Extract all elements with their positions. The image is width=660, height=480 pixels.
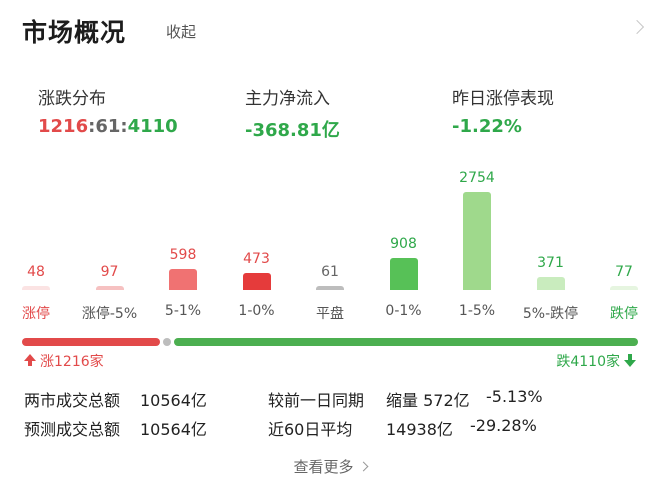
chart-category-label: 平盘 — [316, 306, 344, 322]
chart-bar — [610, 286, 638, 290]
arrow-down-icon — [624, 360, 636, 367]
avg-60d-pct: -29.28% — [470, 416, 537, 435]
total-turnover-label: 两市成交总额 — [24, 391, 121, 410]
down-count-label: 跌4110家 — [556, 354, 620, 370]
chart-bar — [95, 286, 124, 290]
main-inflow-label: 主力净流入 — [245, 89, 330, 109]
chart-bar-value: 2754 — [459, 170, 495, 186]
breadth-down-segment — [174, 338, 638, 346]
chart-category-label: 涨停 — [22, 306, 50, 322]
view-more-button[interactable]: 查看更多 — [0, 456, 660, 477]
chart-category-label: 5%-跌停 — [522, 306, 579, 322]
chart-bar-value: 908 — [390, 236, 417, 252]
arrow-up-icon — [28, 360, 32, 366]
chart-bar — [22, 286, 50, 290]
chart-bar — [536, 277, 565, 290]
distribution-sep: : — [120, 116, 128, 137]
prev-day-change: 缩量 572亿 — [386, 391, 470, 410]
breadth-up-segment — [22, 338, 160, 346]
chart-bar-value: 97 — [100, 264, 119, 280]
chart-bar-value: 371 — [537, 255, 564, 271]
chart-category-label: 涨停-5% — [81, 306, 138, 322]
chart-category-label: 1-0% — [238, 303, 275, 319]
chart-bar-value: 48 — [27, 264, 45, 280]
distribution-sep: : — [88, 116, 96, 137]
avg-60d-label: 近60日平均 — [268, 420, 353, 439]
up-count-label: 涨1216家 — [40, 354, 104, 370]
chart-bar — [169, 269, 197, 290]
distribution-flat: 61 — [95, 116, 121, 137]
chart-bar-value: 77 — [615, 264, 633, 280]
chart-category-label: 5-1% — [164, 303, 202, 319]
chevron-right-icon — [358, 461, 368, 472]
chart-bar — [463, 192, 491, 290]
forecast-turnover-value: 10564亿 — [140, 420, 207, 439]
distribution-up: 1216 — [38, 116, 89, 137]
page-title: 市场概况 — [22, 18, 127, 47]
chart-bar — [242, 273, 271, 290]
forecast-turnover-label: 预测成交总额 — [24, 420, 121, 439]
chart-bar-value: 61 — [321, 264, 339, 280]
view-more-label: 查看更多 — [293, 458, 354, 476]
main-inflow-value: -368.81亿 — [245, 120, 340, 141]
prev-day-pct: -5.13% — [486, 387, 543, 406]
limit-up-perf-label: 昨日涨停表现 — [452, 89, 554, 109]
collapse-button[interactable]: 收起 — [166, 23, 197, 41]
avg-60d-value: 14938亿 — [386, 420, 453, 439]
breadth-flat-segment — [163, 338, 171, 346]
chart-category-label: 跌停 — [610, 306, 638, 322]
chart-bar-value: 473 — [243, 251, 270, 267]
chart-bar — [389, 258, 418, 290]
chart-category-label: 0-1% — [385, 303, 422, 319]
total-turnover-value: 10564亿 — [140, 391, 207, 410]
distribution-down: 4110 — [127, 116, 178, 137]
arrow-up-icon — [24, 354, 36, 361]
chart-bar — [316, 286, 344, 290]
chevron-right-icon[interactable] — [629, 19, 645, 35]
distribution-value: 1216:61:4110 — [38, 116, 178, 137]
chart-category-label: 1-5% — [458, 303, 496, 319]
prev-day-label: 较前一日同期 — [268, 391, 365, 410]
arrow-down-icon — [628, 354, 632, 360]
limit-up-perf-value: -1.22% — [452, 116, 522, 137]
chart-bar-value: 598 — [169, 247, 197, 263]
distribution-label: 涨跌分布 — [38, 89, 106, 109]
